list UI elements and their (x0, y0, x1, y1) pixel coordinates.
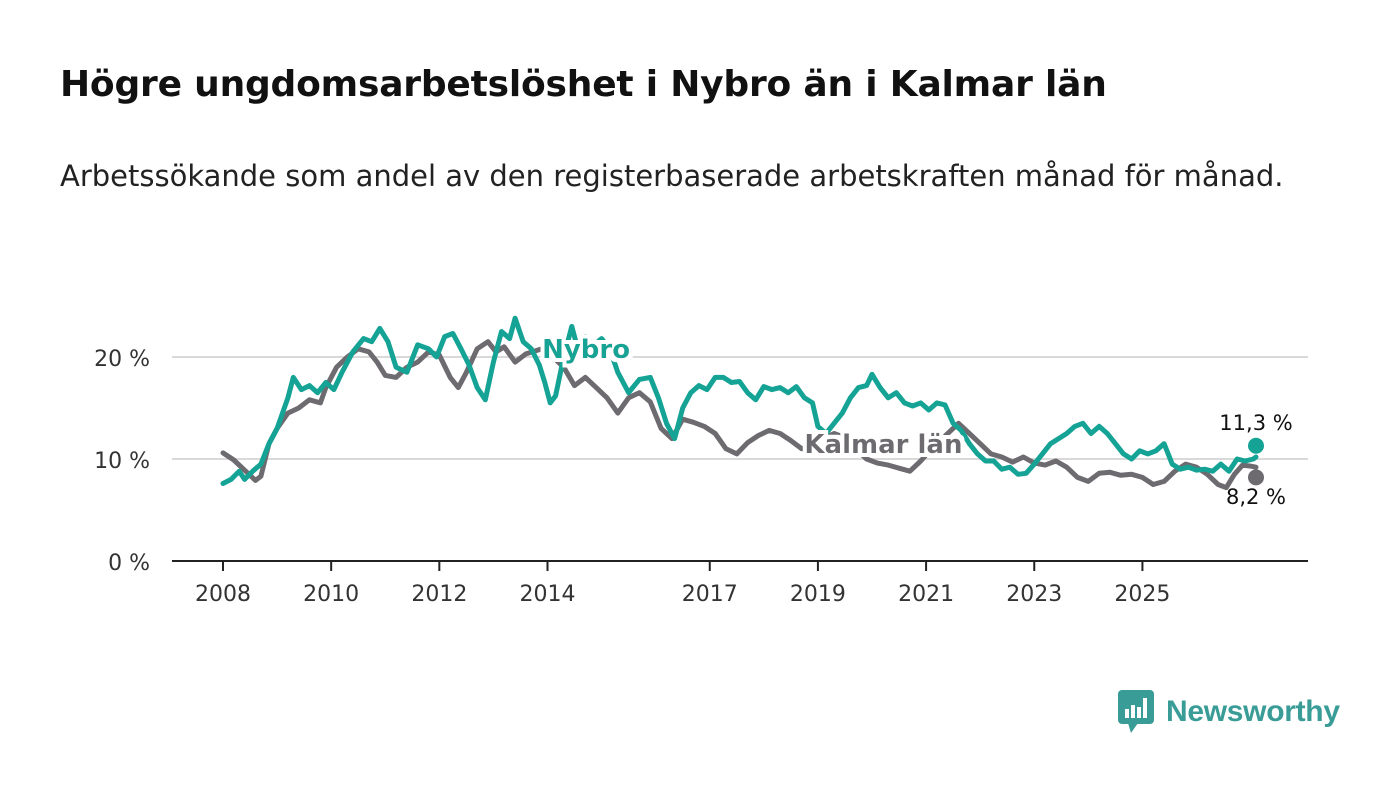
x-tick-label: 2019 (790, 582, 846, 607)
x-tick-label: 2012 (411, 582, 467, 607)
x-tick-label: 2025 (1114, 582, 1170, 607)
x-tick-label: 2010 (303, 582, 359, 607)
gridlines (172, 356, 1308, 460)
y-tick-label: 20 % (94, 347, 150, 372)
y-tick-label: 10 % (94, 449, 150, 474)
series-label-kalmar-l-n: Kalmar län (804, 430, 962, 460)
x-tick-label: 2017 (682, 582, 738, 607)
y-axis-ticks: 0 % 10 % 20 % (94, 347, 150, 576)
series-label-nybro: Nybro (542, 335, 630, 365)
newsworthy-chart-icon (1118, 690, 1154, 733)
chart-title: Högre ungdomsarbetslöshet i Nybro än i K… (60, 64, 1107, 105)
y-tick-label: 0 % (108, 551, 150, 576)
newsworthy-logo: Newsworthy (1118, 690, 1340, 734)
x-tick-label: 2023 (1006, 582, 1062, 607)
series-labels: Kalmar län 8,2 % Nybro 11,3 % (542, 335, 1293, 509)
end-value-label-nybro: 11,3 % (1219, 411, 1292, 435)
series-line-nybro (220, 315, 1259, 486)
chart-subtitle: Arbetssökande som andel av den registerb… (60, 159, 1284, 193)
series-line-kalmar-l-n (220, 339, 1259, 491)
end-marker-nybro (1248, 437, 1264, 454)
end-value-label-kalmar-l-n: 8,2 % (1226, 485, 1286, 509)
x-axis-ticks: 2008 2010 2012 2014 2017 2019 2021 2023 2025 (195, 561, 1170, 607)
series-lines (220, 315, 1264, 491)
end-marker-kalmar-l-n (1248, 469, 1264, 486)
x-tick-label: 2021 (898, 582, 954, 607)
x-tick-label: 2014 (520, 582, 576, 607)
x-tick-label: 2008 (195, 582, 251, 607)
brand-name: Newsworthy (1166, 695, 1340, 728)
